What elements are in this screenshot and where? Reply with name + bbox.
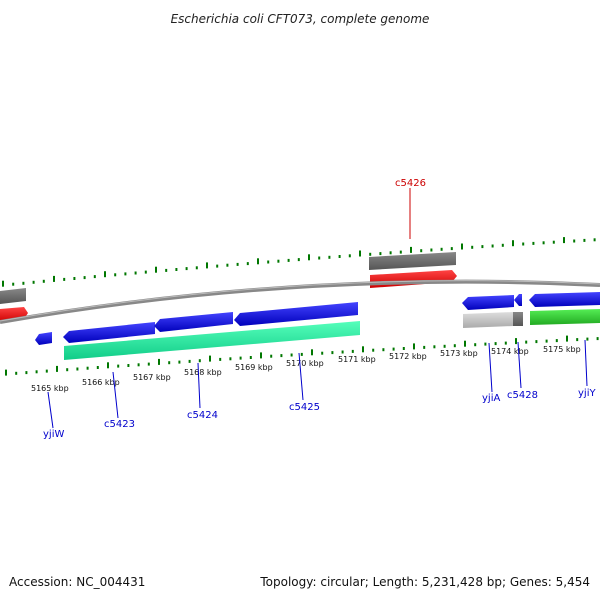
gene-label-c5423[interactable]: c5423 <box>104 419 135 430</box>
ruler-label: 5172 kbp <box>389 352 427 361</box>
gene-arrow-red-c5426[interactable] <box>370 270 457 288</box>
ruler-label: 5175 kbp <box>543 345 581 354</box>
gene-bar-gray-c5426[interactable] <box>369 252 456 270</box>
outer-tick-row <box>2 237 596 287</box>
inner-tick-row <box>5 335 599 376</box>
gene-callouts: c5426 yjiW c5423 c5424 c5425 yjiA c5428 … <box>43 178 596 440</box>
genome-summary-text: Topology: circular; Length: 5,231,428 bp… <box>259 575 590 589</box>
ruler-label: 5168 kbp <box>184 368 222 377</box>
inner-feature-row <box>35 292 600 360</box>
cds-arrow-yjiA[interactable] <box>462 295 514 310</box>
ruler-label: 5171 kbp <box>338 355 376 364</box>
chromosome-backbone <box>0 279 600 324</box>
ruler-label: 5167 kbp <box>133 373 171 382</box>
gene-label-yjiW[interactable]: yjiW <box>43 429 64 440</box>
cds-arrow-yjiW[interactable] <box>35 332 52 345</box>
map-title: Escherichia coli CFT073, complete genome <box>171 12 430 26</box>
cds-arrow-c5428[interactable] <box>514 294 522 306</box>
gene-label-c5428[interactable]: c5428 <box>507 390 538 401</box>
gene-arrow-gray-left[interactable] <box>0 288 26 304</box>
ruler-labels: 5165 kbp 5166 kbp 5167 kbp 5168 kbp 5169… <box>31 345 581 393</box>
gene-label-c5425[interactable]: c5425 <box>289 402 320 413</box>
ruler-label: 5165 kbp <box>31 384 69 393</box>
ruler-label: 5169 kbp <box>235 363 273 372</box>
cds-arrow-c5423[interactable] <box>63 322 155 343</box>
gene-bar-gray-c5428[interactable] <box>513 312 523 326</box>
gene-label-yjiY[interactable]: yjiY <box>578 388 596 399</box>
gene-bar-light-yjiA[interactable] <box>463 312 513 328</box>
gene-label-c5426[interactable]: c5426 <box>395 178 426 189</box>
gene-bar-green-yjiY[interactable] <box>530 309 600 325</box>
ruler-label: 5173 kbp <box>440 349 478 358</box>
accession-text: Accession: NC_004431 <box>9 575 145 589</box>
gene-label-yjiA[interactable]: yjiA <box>482 393 500 404</box>
outer-feature-row <box>0 252 457 322</box>
gene-label-c5424[interactable]: c5424 <box>187 410 218 421</box>
ruler-label: 5174 kbp <box>491 347 529 356</box>
cds-arrow-yjiY[interactable] <box>529 292 600 307</box>
ruler-label: 5166 kbp <box>82 378 120 387</box>
cds-arrow-c5424[interactable] <box>154 312 233 332</box>
gene-bar-teal-c5423-c5425[interactable] <box>64 321 360 360</box>
cds-arrow-c5425[interactable] <box>234 302 358 326</box>
ruler-label: 5170 kbp <box>286 359 324 368</box>
